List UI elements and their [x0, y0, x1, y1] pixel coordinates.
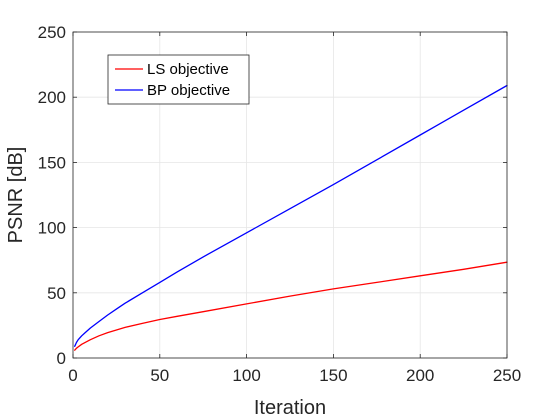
y-tick-label: 150 — [38, 153, 66, 172]
legend-box — [107, 54, 250, 105]
y-tick-label: 100 — [38, 219, 66, 238]
x-tick-label: 0 — [68, 366, 77, 385]
legend-label: BP objective — [147, 82, 230, 99]
legend: LS objective BP objective — [107, 54, 250, 105]
series-line-ls-objective — [74, 261, 508, 351]
x-tick-label: 50 — [150, 366, 169, 385]
y-axis-label: PSNR [dB] — [5, 147, 27, 244]
legend-label: LS objective — [147, 61, 229, 78]
plot-frame — [72, 31, 508, 359]
x-tick-label: 200 — [406, 366, 434, 385]
axis-ticks: 0 50 100 150 200 250 0 50 100 150 200 250 — [38, 23, 522, 385]
x-tick-label: 150 — [319, 366, 347, 385]
x-axis-label: Iteration — [254, 397, 326, 419]
x-tick-label: 100 — [232, 366, 260, 385]
y-tick-label: 250 — [38, 23, 66, 42]
y-tick-label: 0 — [57, 349, 66, 368]
y-tick-label: 200 — [38, 88, 66, 107]
series-line-bp-objective — [74, 84, 508, 347]
series-layer — [74, 84, 508, 351]
x-tick-label: 250 — [493, 366, 521, 385]
y-tick-label: 50 — [47, 284, 66, 303]
